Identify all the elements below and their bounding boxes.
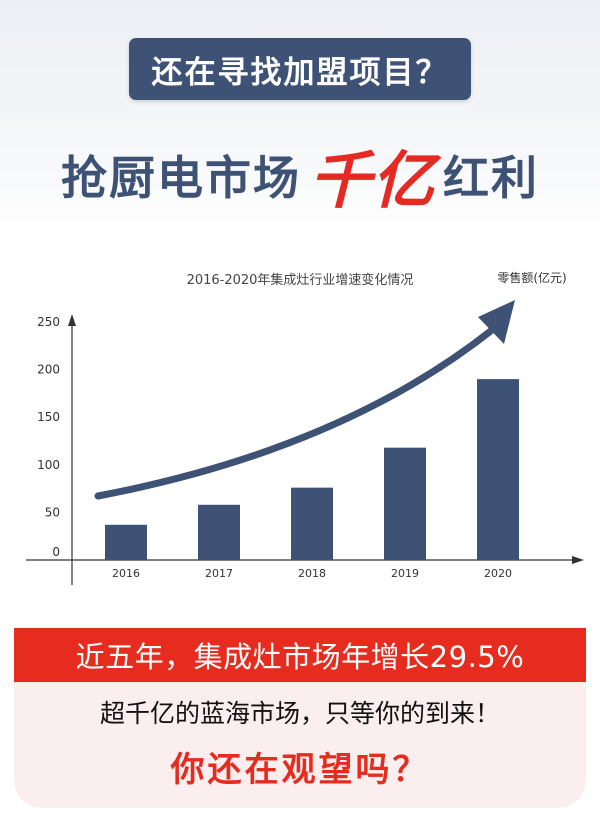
bar-chart: 2016-2020年集成灶行业增速变化情况 零售额(亿元) 0 50 100 150 2… bbox=[26, 270, 584, 585]
bar-2020 bbox=[477, 379, 519, 560]
trend-arrow bbox=[94, 300, 515, 500]
trend-arrow-line bbox=[94, 326, 496, 500]
call-to-action: 你还在观望吗？ bbox=[170, 749, 430, 790]
bar-2017 bbox=[198, 504, 240, 560]
bar-2018 bbox=[291, 487, 333, 560]
y-tick-label: 250 bbox=[37, 315, 60, 329]
x-tick-label: 2016 bbox=[112, 567, 140, 580]
y-tick-label: 0 bbox=[52, 545, 60, 559]
market-subtext: 超千亿的蓝海市场，只等你的到来！ bbox=[99, 699, 500, 728]
bar-2019 bbox=[384, 447, 426, 560]
y-tick-label: 150 bbox=[37, 410, 60, 424]
growth-stat-text: 近五年，集成灶市场年增长29.5% bbox=[75, 640, 525, 674]
bar-2016 bbox=[105, 524, 147, 560]
x-tick-labels: 2016 2017 2018 2019 2020 bbox=[112, 567, 512, 580]
headline: 抢厨电市场 千亿 红利 bbox=[0, 130, 600, 220]
headline-part-a: 抢厨电市场 bbox=[60, 151, 301, 205]
y-axis-unit-label: 零售额(亿元) bbox=[497, 270, 566, 285]
headline-highlight: 千亿 bbox=[308, 144, 435, 217]
chart-title: 2016-2020年集成灶行业增速变化情况 bbox=[187, 272, 414, 288]
question-text: 还在寻找加盟项目？ bbox=[151, 54, 449, 91]
x-tick-label: 2019 bbox=[391, 567, 419, 580]
growth-stat-bar: 近五年，集成灶市场年增长29.5% bbox=[14, 628, 586, 682]
x-tick-label: 2017 bbox=[205, 567, 233, 580]
trend-arrow-head bbox=[478, 300, 515, 344]
y-tick-label: 200 bbox=[37, 363, 60, 377]
y-tick-label: 100 bbox=[37, 458, 60, 472]
question-banner: 还在寻找加盟项目？ bbox=[129, 38, 471, 100]
y-axis-arrowhead bbox=[68, 314, 76, 326]
chart-bars bbox=[105, 379, 519, 560]
y-tick-labels: 0 50 100 150 200 250 bbox=[37, 315, 60, 559]
x-axis-arrowhead bbox=[572, 556, 584, 564]
y-tick-label: 50 bbox=[45, 505, 60, 519]
headline-part-c: 红利 bbox=[443, 151, 539, 205]
x-tick-label: 2020 bbox=[484, 567, 512, 580]
x-tick-label: 2018 bbox=[298, 567, 326, 580]
